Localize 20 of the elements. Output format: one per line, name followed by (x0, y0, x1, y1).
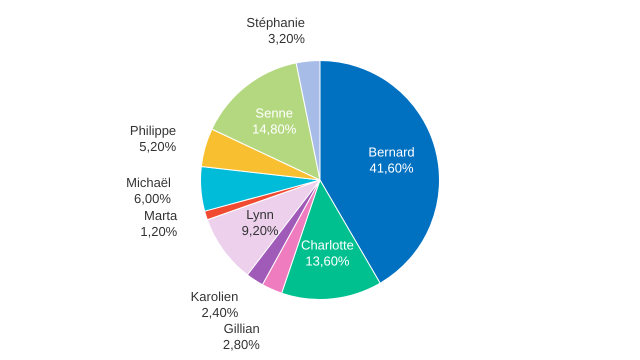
data-label: 41,60% (369, 160, 414, 176)
slice-label: Karolien (190, 288, 238, 304)
data-label: 14,80% (252, 121, 297, 136)
data-label: 1,20% (140, 224, 178, 239)
data-label: 3,20% (268, 30, 306, 46)
data-label: 13,60% (305, 253, 350, 268)
data-label: 5,20% (139, 138, 177, 154)
slice-label: Lynn (246, 207, 274, 222)
slice-label: Marta (144, 208, 178, 223)
slice-label: Michaël (126, 174, 172, 190)
data-label: 2,80% (222, 336, 260, 352)
data-label: 2,40% (201, 304, 239, 320)
data-label: 6,00% (134, 190, 172, 206)
slice-label: Stéphanie (246, 14, 305, 30)
slice-label: Philippe (130, 122, 176, 138)
slice-label: Senne (255, 105, 294, 120)
slice-label: Gillian (224, 320, 260, 336)
data-label: 9,20% (242, 223, 279, 238)
slice-label: Charlotte (301, 237, 354, 252)
slice-label: Bernard (368, 144, 415, 160)
